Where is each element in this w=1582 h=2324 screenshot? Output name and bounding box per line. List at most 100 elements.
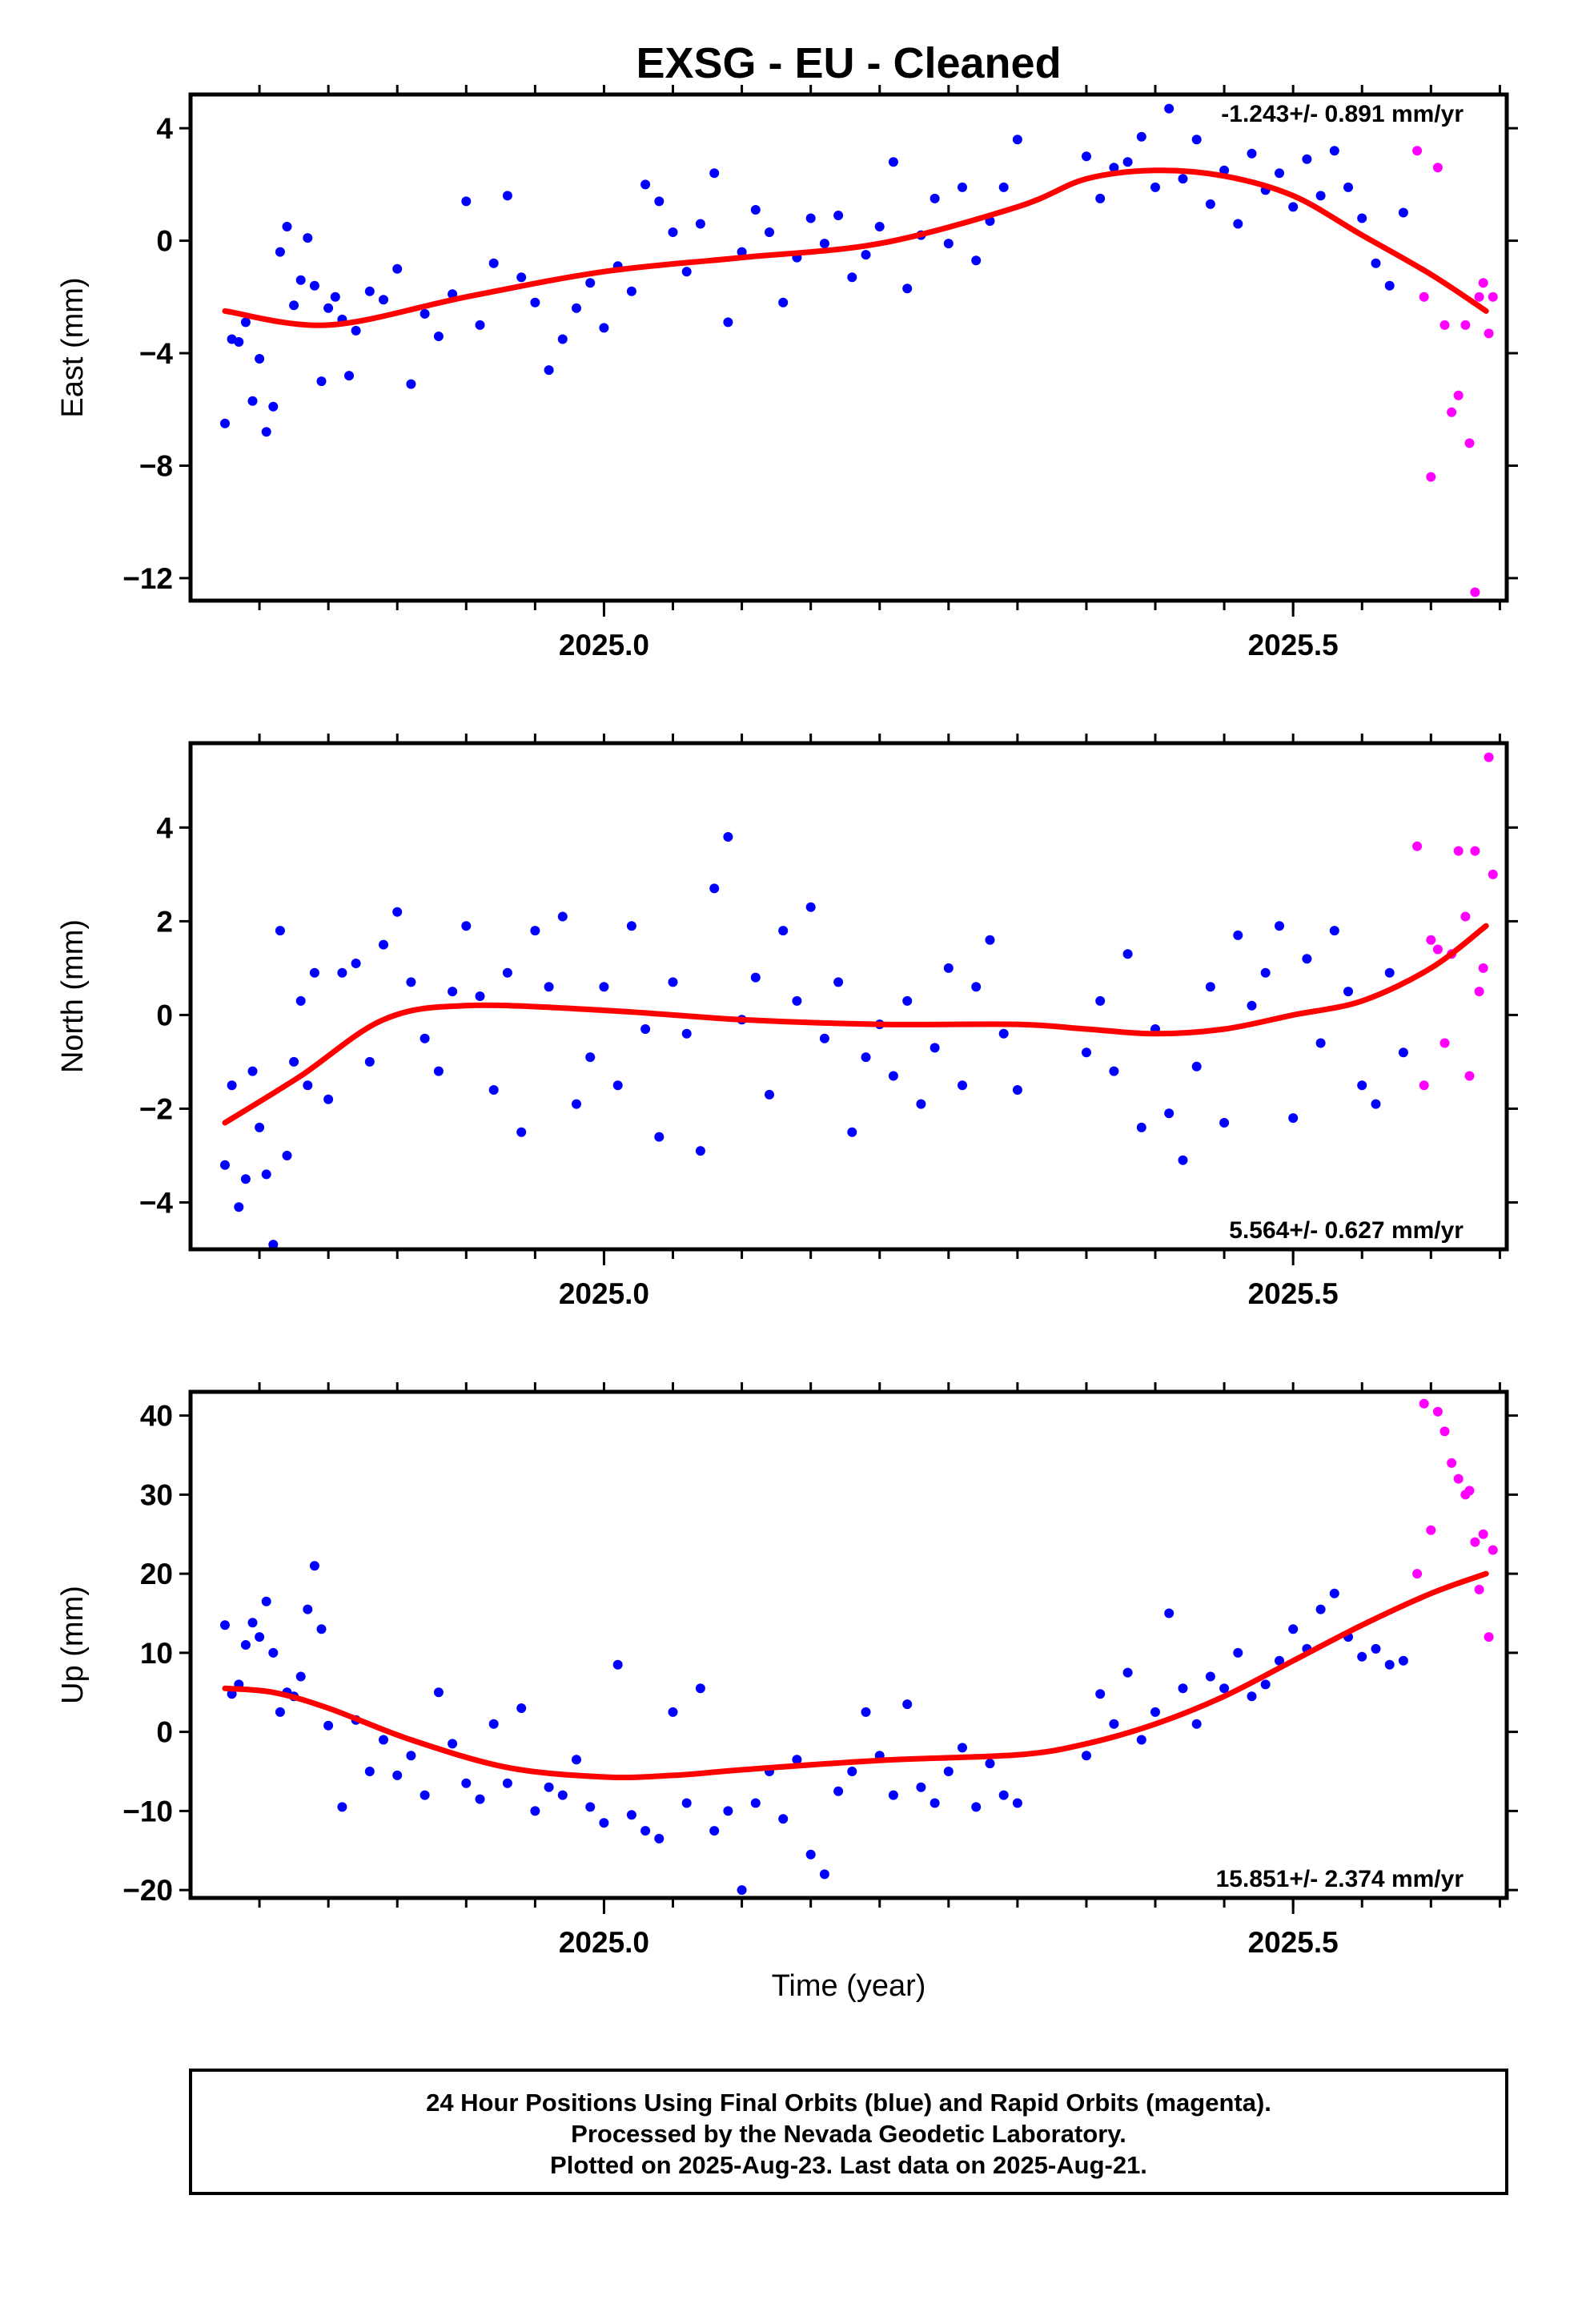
east-final-point xyxy=(364,286,375,296)
north-final-point xyxy=(303,1080,313,1091)
up-trend-curve xyxy=(222,1570,1489,1781)
east-final-point xyxy=(847,272,857,283)
north-final-point xyxy=(681,1028,692,1039)
north-final-point xyxy=(1095,995,1106,1006)
up-final-point xyxy=(1371,1643,1381,1654)
up-final-point xyxy=(337,1802,347,1812)
up-final-point xyxy=(778,1814,789,1824)
north-final-point xyxy=(640,1024,651,1034)
up-final-point xyxy=(475,1794,485,1804)
north-final-point xyxy=(930,1043,940,1053)
up-final-point xyxy=(1288,1624,1299,1634)
east-rapid-point xyxy=(1474,292,1484,302)
up-final-point xyxy=(316,1624,327,1634)
north-final-point xyxy=(985,935,995,945)
up-final-point xyxy=(1164,1608,1174,1618)
east-final-point xyxy=(323,303,334,313)
east-final-point xyxy=(316,376,327,387)
east-final-point xyxy=(240,317,251,328)
east-final-point xyxy=(247,396,258,406)
north-final-point xyxy=(323,1094,334,1104)
north-final-point xyxy=(847,1127,857,1137)
east-final-point xyxy=(351,325,361,336)
east-rapid-point xyxy=(1464,438,1475,448)
north-final-point xyxy=(585,1052,596,1063)
east-final-point xyxy=(344,371,354,381)
y-tick-label: −8 xyxy=(139,449,173,482)
up-final-point xyxy=(303,1604,313,1614)
y-tick-label: 0 xyxy=(156,1716,173,1749)
north-rapid-point xyxy=(1474,987,1484,997)
east-final-point xyxy=(599,323,609,333)
north-rapid-point xyxy=(1426,935,1436,945)
x-tick-label: 2025.0 xyxy=(559,629,649,661)
east-final-point xyxy=(461,196,472,207)
up-final-point xyxy=(1357,1651,1367,1662)
north-final-point xyxy=(557,911,568,922)
east-final-point xyxy=(502,191,512,201)
up-final-point xyxy=(255,1632,265,1642)
east-final-point xyxy=(303,233,313,243)
up-rapid-point xyxy=(1447,1458,1457,1468)
north-final-point xyxy=(1384,967,1395,978)
up-final-point xyxy=(640,1826,651,1836)
up-final-point xyxy=(709,1826,720,1836)
north-final-point xyxy=(599,982,609,992)
up-panel: −20 −10 0 10 20 30 40 2025.0 2025.5 Up (mm) 15.851… xyxy=(56,1382,1518,1959)
east-final-point xyxy=(998,182,1009,192)
north-final-point xyxy=(626,921,636,931)
up-final-point xyxy=(433,1687,444,1698)
north-final-orbit-series xyxy=(220,832,1408,1250)
north-final-point xyxy=(1109,1066,1119,1076)
up-final-point xyxy=(833,1786,844,1796)
east-rapid-point xyxy=(1447,407,1457,417)
north-final-point xyxy=(1260,967,1271,978)
up-final-point xyxy=(544,1782,554,1792)
up-rate-label: 15.851+/- 2.374 mm/yr xyxy=(1216,1866,1464,1892)
east-y-axis-label: East (mm) xyxy=(56,277,90,417)
east-rapid-point xyxy=(1432,163,1443,173)
east-final-point xyxy=(379,295,388,305)
east-final-orbit-series xyxy=(220,103,1408,437)
north-final-point xyxy=(220,1160,230,1170)
up-final-point xyxy=(971,1802,982,1812)
up-final-point xyxy=(461,1778,472,1788)
north-final-point xyxy=(1219,1118,1230,1128)
east-final-point xyxy=(765,227,774,237)
up-rapid-point xyxy=(1478,1529,1488,1539)
north-final-point xyxy=(544,982,554,992)
east-final-point xyxy=(819,239,829,249)
east-final-point xyxy=(723,317,733,328)
east-final-point xyxy=(1343,182,1353,192)
north-final-point xyxy=(227,1080,237,1091)
north-final-point xyxy=(420,1033,430,1043)
north-final-point xyxy=(255,1122,265,1132)
up-final-point xyxy=(247,1618,258,1628)
north-final-point xyxy=(723,832,733,842)
north-final-point xyxy=(1191,1061,1202,1072)
north-trend-curve xyxy=(222,923,1489,1126)
north-final-point xyxy=(309,967,319,978)
up-final-point xyxy=(985,1759,995,1769)
north-final-point xyxy=(861,1052,871,1063)
footer-line-3: Plotted on 2025-Aug-23. Last data on 202… xyxy=(550,2151,1147,2179)
up-final-point xyxy=(420,1790,430,1800)
up-y-axis-label: Up (mm) xyxy=(56,1586,90,1704)
east-final-point xyxy=(902,283,913,294)
up-final-point xyxy=(612,1659,623,1670)
up-final-point xyxy=(1012,1798,1022,1808)
up-rapid-orbit-series xyxy=(1412,1398,1498,1642)
east-rapid-orbit-series xyxy=(1412,146,1498,597)
up-final-point xyxy=(516,1703,527,1713)
north-final-point xyxy=(488,1085,499,1095)
up-rapid-point xyxy=(1426,1525,1436,1535)
east-final-point xyxy=(1233,219,1243,229)
north-y-axis-label: North (mm) xyxy=(56,919,90,1073)
up-final-point xyxy=(268,1647,279,1658)
y-tick-label: −10 xyxy=(122,1795,173,1827)
east-final-point xyxy=(1398,207,1408,218)
up-rapid-point xyxy=(1484,1632,1494,1642)
y-tick-label: 0 xyxy=(156,225,173,258)
north-final-point xyxy=(289,1056,299,1067)
up-final-point xyxy=(723,1806,733,1816)
